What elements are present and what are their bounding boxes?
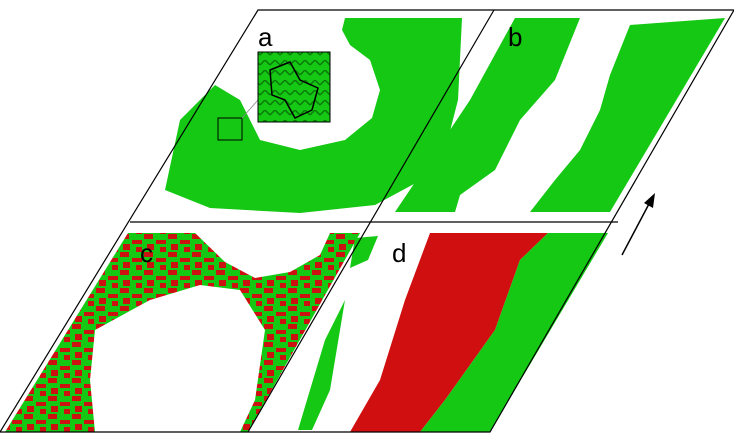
panel-label: c	[140, 238, 153, 268]
green-strip	[530, 18, 725, 212]
empty-region	[90, 285, 265, 432]
zoom-line	[241, 99, 259, 119]
green-strip	[395, 18, 580, 212]
inset-outline	[269, 61, 319, 119]
panel-label: a	[258, 22, 273, 52]
red-strip	[350, 233, 548, 432]
green-domain	[165, 18, 462, 213]
arrow-head	[644, 193, 655, 208]
empty-region	[195, 233, 330, 278]
arrow	[621, 201, 651, 256]
green-fragment	[298, 300, 345, 430]
green-strip	[420, 233, 608, 432]
divider	[247, 9, 495, 433]
inset	[257, 51, 331, 123]
zoom-box	[217, 117, 243, 141]
frame	[0, 9, 734, 433]
panel-label: d	[392, 238, 406, 268]
panel-label: b	[508, 22, 522, 52]
